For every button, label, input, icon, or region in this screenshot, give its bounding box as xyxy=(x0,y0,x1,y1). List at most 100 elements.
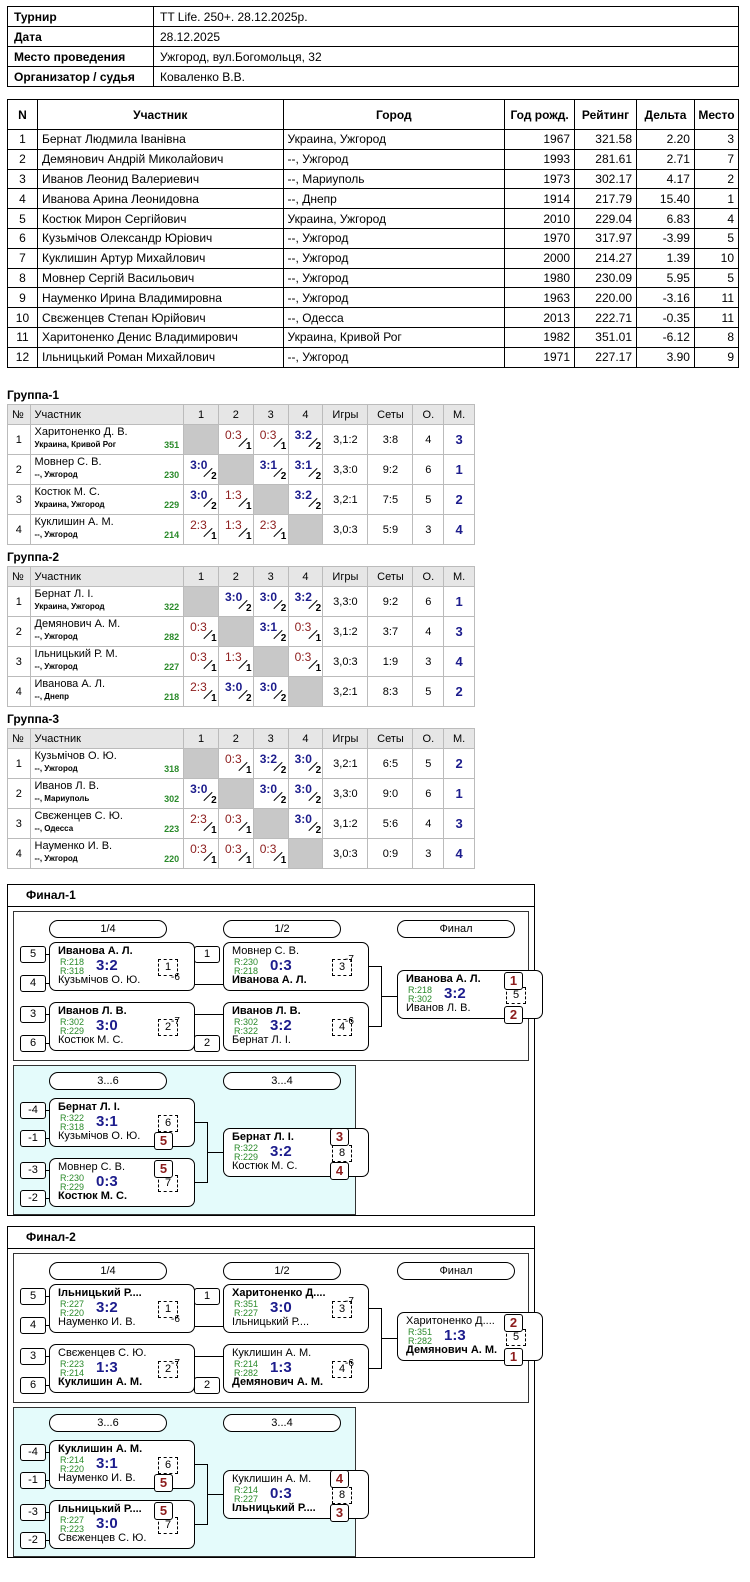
points-cell: 6 xyxy=(412,454,445,485)
bracket-line xyxy=(46,983,49,984)
consolation-bracket: 3...6 3...4 Бернат Л. І. R:322 R:318 3:1 6 Кузь… xyxy=(13,1065,369,1215)
rating-2: R:229 xyxy=(234,1152,259,1162)
bracket-line xyxy=(46,1512,49,1513)
group-table: № Участник 1 2 3 4 Игры Сеты О. М. 1 Кузьмічов О. Ю… xyxy=(7,728,475,869)
player-1: Ільницький Р.... xyxy=(58,1287,142,1299)
table-cell: Харитоненко Денис Владимирович xyxy=(36,326,284,348)
seed-box: -4 xyxy=(20,1102,46,1119)
group-row: 3 Костюк М. С. Украина, Ужгород 229 3:0 2 1:3 1… xyxy=(7,484,475,515)
set-score: 3:0 xyxy=(190,458,208,472)
sets-cell: 5:9 xyxy=(367,514,414,545)
table-cell: --, Одесса xyxy=(282,307,506,328)
set-score: 3:0 xyxy=(224,590,243,604)
table-cell: --, Ужгород xyxy=(282,267,506,289)
match-box: Куклишин А. М. R:214 R:220 3:1 6 Науменко И. … xyxy=(49,1440,195,1489)
result-cell: 3:0 2 xyxy=(287,808,324,839)
group-row: 2 Мовнер С. В. --, Ужгород 230 3:0 2 3:1 2 3:1 2 3… xyxy=(7,454,475,485)
player-cell: Костюк М. С. Украина, Ужгород 229 xyxy=(29,484,185,515)
match-score: 3:2 xyxy=(270,1017,292,1034)
column-header: 4 xyxy=(287,566,324,587)
match-points: 1 xyxy=(245,531,252,542)
player-name: Мовнер С. В. xyxy=(34,456,102,468)
set-score: 2:3 xyxy=(259,518,277,532)
games-cell: 3,0:3 xyxy=(322,514,369,545)
column-header: 3 xyxy=(252,728,289,749)
table-cell: --, Ужгород xyxy=(282,227,506,249)
table-cell: 10 xyxy=(7,307,38,328)
table-row: 6 Кузьмічов Олександр Юріович --, Ужгород 1… xyxy=(7,227,740,249)
seed-box: 1 xyxy=(194,946,220,963)
table-cell: 11 xyxy=(693,287,740,309)
match-box: Свєженцев С. Ю. R:223 R:214 1:3 2 Куклишин А.… xyxy=(49,1344,195,1393)
games-cell: 3,1:2 xyxy=(322,808,369,839)
player-1: Иванов Л. В. xyxy=(232,1005,301,1017)
column-header: № xyxy=(7,566,31,587)
bracket-line xyxy=(381,996,397,997)
result-cell: 0:3 1 xyxy=(183,838,219,869)
rating-1: R:302 xyxy=(234,1017,259,1027)
result-cell: 1:3 1 xyxy=(217,646,254,677)
place-box: 1 xyxy=(504,972,523,990)
seed-box: 2 xyxy=(194,1035,220,1052)
set-score: 3:0 xyxy=(294,812,312,826)
seed-box: 4 xyxy=(20,1317,46,1334)
table-cell: 5 xyxy=(7,208,38,229)
self-cell xyxy=(287,514,324,545)
player-2: Куклишин А. М. xyxy=(58,1376,143,1388)
table-cell: Демянович Андрій Миколайович xyxy=(36,148,284,170)
place-cell: 2 xyxy=(443,748,475,779)
column-header: 1 xyxy=(183,566,219,587)
set-score: 3:0 xyxy=(294,752,312,766)
column-header: М. xyxy=(443,404,475,425)
player-sub: Украина, Ужгород 229 xyxy=(35,500,180,510)
set-score: 1:3 xyxy=(224,488,242,502)
table-cell: 2 xyxy=(7,148,38,170)
table-cell: Свєженцев Степан Юрійович xyxy=(36,307,284,328)
rating-1: R:227 xyxy=(60,1299,85,1309)
table-row: 3 Иванов Леонид Валериевич --, Мариуполь 19… xyxy=(7,168,740,190)
bracket-line xyxy=(195,1464,207,1465)
table-cell: 15.40 xyxy=(636,188,695,210)
match-score: 3:0 xyxy=(270,1299,292,1316)
self-cell xyxy=(217,616,254,647)
bracket-line xyxy=(46,1385,49,1386)
player-1: Харитоненко Д.... xyxy=(232,1287,326,1299)
rating-2: R:302 xyxy=(408,994,433,1004)
bracket-line xyxy=(195,1524,207,1525)
table-cell: 3 xyxy=(693,129,740,150)
info-row: Дата 28.12.2025 xyxy=(7,26,739,47)
table-cell: -0.35 xyxy=(636,307,695,328)
table-cell: 217.79 xyxy=(574,188,637,210)
seed-box: 5 xyxy=(20,1288,46,1305)
sets-cell: 6:5 xyxy=(367,748,414,779)
player-rating: 218 xyxy=(164,692,180,702)
games-cell: 3,1:2 xyxy=(322,616,369,647)
player-cell: Харитоненко Д. В. Украина, Кривой Рог 351 xyxy=(29,424,185,455)
match-number: 8 xyxy=(332,1487,352,1504)
column-header: 4 xyxy=(287,404,324,425)
bracket-line xyxy=(46,1296,49,1297)
place-box: 5 xyxy=(154,1160,173,1178)
player-1: Куклишин А. М. xyxy=(232,1473,312,1485)
result-cell: 3:1 2 xyxy=(287,454,324,485)
column-header: Участник xyxy=(29,728,185,749)
table-cell: -3.16 xyxy=(636,287,695,309)
place-box: 2 xyxy=(504,1006,523,1024)
player-cell: Иванова А. Л. --, Днепр 218 xyxy=(29,676,185,707)
table-cell: Костюк Мирон Сергійович xyxy=(36,208,284,229)
rating-1: R:223 xyxy=(60,1359,85,1369)
rating-2: R:318 xyxy=(60,966,85,976)
games-cell: 3,3:0 xyxy=(322,778,369,809)
player-rating: 227 xyxy=(164,662,180,672)
sets-cell: 9:0 xyxy=(367,778,414,809)
seed-box: 6 xyxy=(20,1035,46,1052)
table-row: 8 Мовнер Сергій Васильович --, Ужгород 1980… xyxy=(7,267,740,289)
bracket-line xyxy=(195,1356,223,1357)
result-cell: 3:0 2 xyxy=(183,484,219,515)
group-row: 3 Свєженцев С. Ю. --, Одесса 223 2:3 1 0:3 1 3:0… xyxy=(7,808,475,839)
player-1: Иванова А. Л. xyxy=(58,945,133,957)
table-cell: 1970 xyxy=(504,227,576,249)
table-cell: 3 xyxy=(7,168,38,190)
group-row: 2 Демянович А. М. --, Ужгород 282 0:3 1 3:1 2 0:… xyxy=(7,616,475,647)
group-row: 4 Науменко И. В. --, Ужгород 220 0:3 1 0:3 1 0:3… xyxy=(7,838,475,869)
